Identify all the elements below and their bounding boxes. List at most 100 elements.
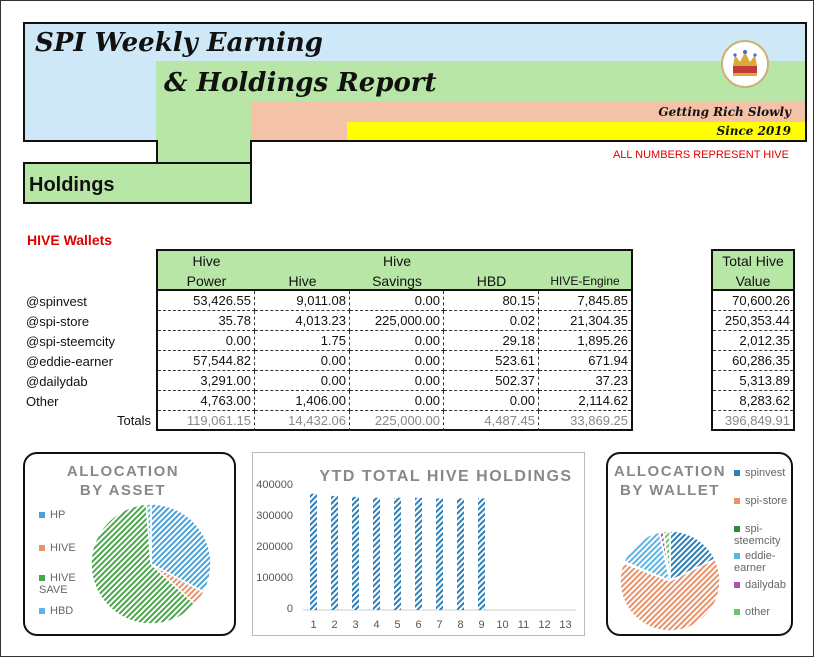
- bar: [415, 497, 422, 610]
- column-header: HIVE-Engine: [550, 274, 620, 288]
- wallets-label: HIVE Wallets: [27, 232, 113, 248]
- bar: [331, 495, 338, 610]
- chart-title: ALLOCATION: [66, 463, 180, 480]
- legend-item: HIVE: [39, 542, 89, 554]
- report-title-line1: SPI Weekly Earning: [35, 28, 323, 58]
- legend-item: spi-steemcity: [734, 523, 794, 547]
- crown-icon: [721, 40, 769, 88]
- pie-slice: [622, 531, 672, 583]
- wallet-name: @spi-store: [26, 314, 90, 329]
- legend-item: other: [734, 606, 794, 618]
- legend-item: dailydab: [734, 579, 794, 591]
- wallet-value: 0.00: [255, 351, 350, 371]
- chart-title: BY ASSET: [79, 482, 167, 499]
- x-tick-label: 9: [478, 619, 485, 631]
- legend-item: HBD: [39, 605, 89, 617]
- wallet-name: @spi-steemcity: [26, 334, 116, 349]
- wallet-total: 250,353.44: [713, 311, 793, 331]
- bar: [478, 498, 485, 610]
- x-tick-label: 1: [310, 619, 317, 631]
- wallet-value: 4,763.00: [158, 391, 255, 411]
- wallet-name: Other: [26, 394, 59, 409]
- totals-label: Totals: [117, 413, 151, 428]
- chart-title: ALLOCATION: [613, 463, 727, 480]
- bar: [310, 493, 317, 610]
- wallet-value: 1.75: [255, 331, 350, 351]
- legend-label: HP: [50, 509, 66, 521]
- bar: [436, 498, 443, 610]
- wallet-value: 671.94: [539, 351, 631, 371]
- wallet-value: 0.00: [350, 291, 444, 311]
- legend-label: spinvest: [745, 467, 786, 479]
- wallet-name: @dailydab: [26, 374, 88, 389]
- column-total: 225,000.00: [350, 411, 444, 431]
- wallet-value: 3,291.00: [158, 371, 255, 391]
- legend-swatch: [734, 498, 740, 505]
- wallet-total: 2,012.35: [713, 331, 793, 351]
- x-tick-label: 6: [415, 619, 422, 631]
- x-tick-label: 11: [517, 619, 530, 631]
- legend-label: spi-store: [745, 495, 788, 507]
- legend-item: spinvest: [734, 467, 794, 479]
- x-tick-label: 2: [331, 619, 338, 631]
- wallet-value: 4,013.23: [255, 311, 350, 331]
- legend-swatch: [734, 609, 740, 616]
- bar: [352, 496, 359, 610]
- wallet-value: 29.18: [444, 331, 539, 351]
- report-title-line2: & Holdings Report: [164, 68, 437, 98]
- pie-slice: [145, 503, 152, 565]
- chart-title: BY WALLET: [620, 482, 720, 499]
- column-header: Hive Power: [186, 253, 227, 289]
- wallet-table-body: [156, 291, 633, 431]
- wallet-value: 1,895.26: [539, 331, 631, 351]
- report-tagline: Getting Rich Slowly: [658, 105, 791, 119]
- wallet-value: 0.00: [350, 391, 444, 411]
- x-tick-label: 7: [436, 619, 443, 631]
- legend-label: HBD: [50, 605, 74, 617]
- wallet-value: 37.23: [539, 371, 631, 391]
- bar: [373, 497, 380, 610]
- section-title: Holdings: [29, 174, 115, 196]
- column-total: 119,061.15: [158, 411, 255, 431]
- wallet-value: 0.00: [350, 331, 444, 351]
- hive-note: ALL NUMBERS REPRESENT HIVE: [612, 149, 789, 161]
- x-tick-label: 12: [538, 619, 551, 631]
- wallet-value: 57,544.82: [158, 351, 255, 371]
- legend-label: eddie-earner: [734, 550, 776, 574]
- y-tick-label: 0: [286, 603, 293, 615]
- x-tick-label: 5: [394, 619, 401, 631]
- column-header: Hive Savings: [372, 253, 422, 289]
- wallet-value: 0.00: [350, 351, 444, 371]
- legend-label: dailydab: [745, 579, 786, 591]
- wallet-value: 0.02: [444, 311, 539, 331]
- bar: [457, 498, 464, 610]
- wallet-total: 60,286.35: [713, 351, 793, 371]
- legend-label: spi-steemcity: [734, 523, 781, 547]
- x-tick-label: 3: [352, 619, 359, 631]
- wallet-table-header: [156, 249, 633, 291]
- legend-swatch: [39, 545, 45, 552]
- chart-title: YTD TOTAL HIVE HOLDINGS: [319, 468, 573, 485]
- wallet-total: 5,313.89: [713, 371, 793, 391]
- wallet-value: 7,845.85: [539, 291, 631, 311]
- x-tick-label: 13: [559, 619, 572, 631]
- pie-slice: [150, 503, 212, 594]
- total-column-header: Total Hive Value: [722, 253, 784, 289]
- legend-swatch: [39, 608, 45, 615]
- wallet-value: 0.00: [444, 391, 539, 411]
- wallet-value: 35.78: [158, 311, 255, 331]
- y-tick-label: 400000: [256, 479, 293, 491]
- y-tick-label: 300000: [256, 510, 293, 522]
- column-total: 14,432.06: [255, 411, 350, 431]
- y-tick-label: 200000: [256, 541, 293, 553]
- column-header: Hive: [288, 273, 317, 289]
- legend-swatch: [39, 575, 45, 582]
- legend-label: HIVE SAVE: [39, 572, 76, 596]
- report-since: Since 2019: [716, 124, 791, 138]
- legend-item: HP: [39, 509, 89, 521]
- pie-slice: [669, 530, 716, 583]
- legend-label: HIVE: [50, 542, 76, 554]
- header-yellow-band: [347, 122, 805, 140]
